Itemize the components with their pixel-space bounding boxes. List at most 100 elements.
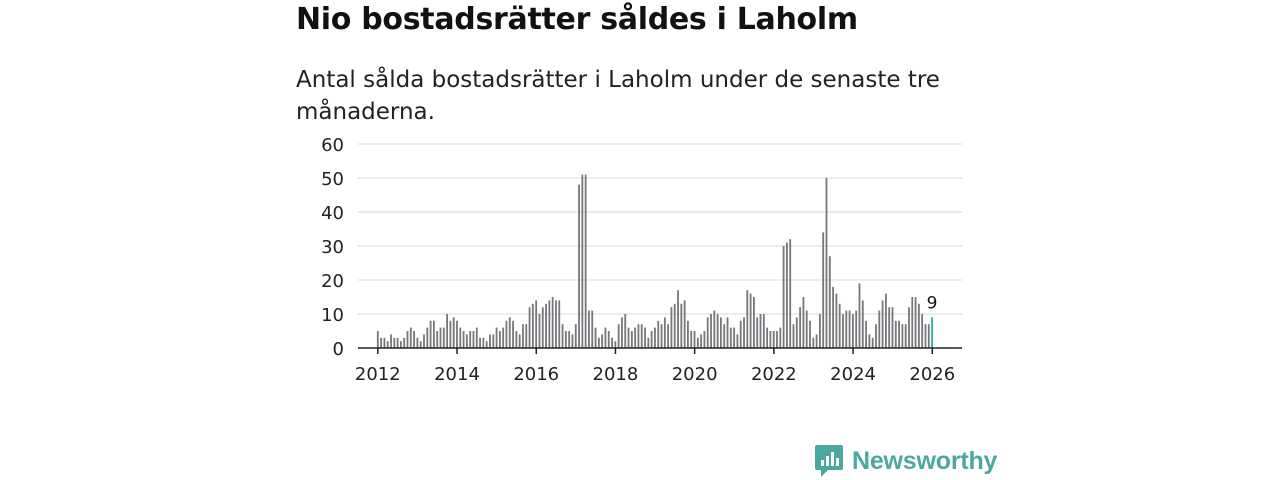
bar bbox=[634, 327, 637, 348]
bar bbox=[578, 184, 580, 348]
bar bbox=[700, 334, 703, 348]
bar bbox=[723, 324, 726, 348]
bar bbox=[914, 297, 917, 348]
bar bbox=[545, 303, 547, 348]
bar bbox=[812, 337, 815, 348]
bar bbox=[505, 320, 508, 348]
bar bbox=[597, 337, 600, 348]
bar bbox=[904, 324, 907, 348]
bar bbox=[591, 310, 594, 348]
bar bbox=[736, 334, 739, 348]
bar bbox=[380, 337, 383, 348]
bar bbox=[594, 327, 597, 348]
bar bbox=[657, 320, 660, 348]
bar bbox=[888, 307, 891, 348]
bar bbox=[525, 324, 528, 348]
x-tick-label: 2014 bbox=[434, 364, 480, 385]
bar bbox=[713, 310, 716, 348]
bar bbox=[584, 174, 587, 348]
bar bbox=[875, 324, 877, 348]
bar bbox=[898, 320, 900, 348]
bar bbox=[512, 320, 514, 348]
bar bbox=[564, 331, 567, 348]
bar bbox=[818, 314, 821, 348]
bar bbox=[720, 317, 722, 348]
bar bbox=[733, 327, 736, 348]
bar bbox=[611, 337, 613, 348]
x-tick-label: 2022 bbox=[751, 364, 797, 385]
bar bbox=[832, 286, 835, 348]
y-tick-label: 60 bbox=[321, 135, 344, 156]
x-tick-label: 2016 bbox=[513, 364, 559, 385]
bar bbox=[753, 297, 755, 348]
bar bbox=[637, 324, 640, 348]
bar bbox=[558, 300, 561, 348]
bar bbox=[756, 317, 759, 348]
x-axis bbox=[358, 347, 962, 354]
bar bbox=[482, 337, 485, 348]
bar bbox=[498, 331, 501, 348]
bar bbox=[601, 334, 604, 348]
bar bbox=[871, 337, 874, 348]
bar bbox=[842, 314, 844, 348]
bar bbox=[901, 324, 904, 348]
bar bbox=[878, 310, 881, 348]
bar bbox=[495, 327, 498, 348]
bar bbox=[690, 331, 693, 348]
bar bbox=[911, 297, 914, 348]
bar bbox=[848, 310, 851, 348]
bar bbox=[838, 303, 841, 348]
bar bbox=[650, 331, 653, 348]
bar bbox=[644, 327, 646, 348]
newsworthy-logo-text: Newsworthy bbox=[852, 446, 998, 475]
bars bbox=[376, 174, 933, 348]
bar bbox=[406, 331, 409, 348]
bar bbox=[716, 314, 719, 348]
bar bbox=[469, 331, 472, 348]
bar bbox=[492, 334, 495, 348]
y-axis-ticks: 0 10 20 30 40 50 60 bbox=[321, 135, 344, 360]
bar bbox=[772, 331, 775, 348]
chart-title: Nio bostadsrätter såldes i Laholm bbox=[296, 2, 858, 37]
bar bbox=[762, 314, 765, 348]
bar bbox=[868, 334, 871, 348]
bar bbox=[858, 283, 861, 348]
bar bbox=[479, 337, 481, 348]
bar bbox=[855, 310, 858, 348]
bar bbox=[627, 327, 630, 348]
bar bbox=[891, 307, 894, 348]
bar bbox=[518, 334, 521, 348]
bar bbox=[568, 331, 571, 348]
bar bbox=[703, 331, 706, 348]
bar bbox=[446, 314, 448, 348]
bar bbox=[683, 300, 686, 348]
bar bbox=[710, 314, 712, 348]
bar bbox=[670, 307, 673, 348]
bar bbox=[749, 293, 752, 348]
bar bbox=[551, 297, 554, 348]
bar bbox=[416, 337, 419, 348]
bar bbox=[555, 300, 557, 348]
bar bbox=[571, 334, 574, 348]
bar bbox=[581, 174, 584, 348]
bar bbox=[861, 300, 864, 348]
bar bbox=[614, 341, 617, 348]
newsworthy-logo: Newsworthy bbox=[814, 444, 997, 478]
data-labels: 9 bbox=[927, 293, 938, 313]
bar bbox=[393, 337, 396, 348]
y-tick-label: 0 bbox=[333, 339, 344, 360]
x-tick-label: 2026 bbox=[909, 364, 955, 385]
bar bbox=[439, 327, 442, 348]
bar bbox=[729, 327, 732, 348]
bar bbox=[432, 320, 435, 348]
bar bbox=[809, 320, 811, 348]
bar bbox=[386, 341, 389, 348]
bar bbox=[588, 310, 590, 348]
bar bbox=[522, 324, 524, 348]
bar bbox=[436, 331, 439, 348]
bar bbox=[779, 327, 782, 348]
bar bbox=[795, 317, 798, 348]
bar bbox=[792, 324, 795, 348]
bar bbox=[739, 320, 742, 348]
